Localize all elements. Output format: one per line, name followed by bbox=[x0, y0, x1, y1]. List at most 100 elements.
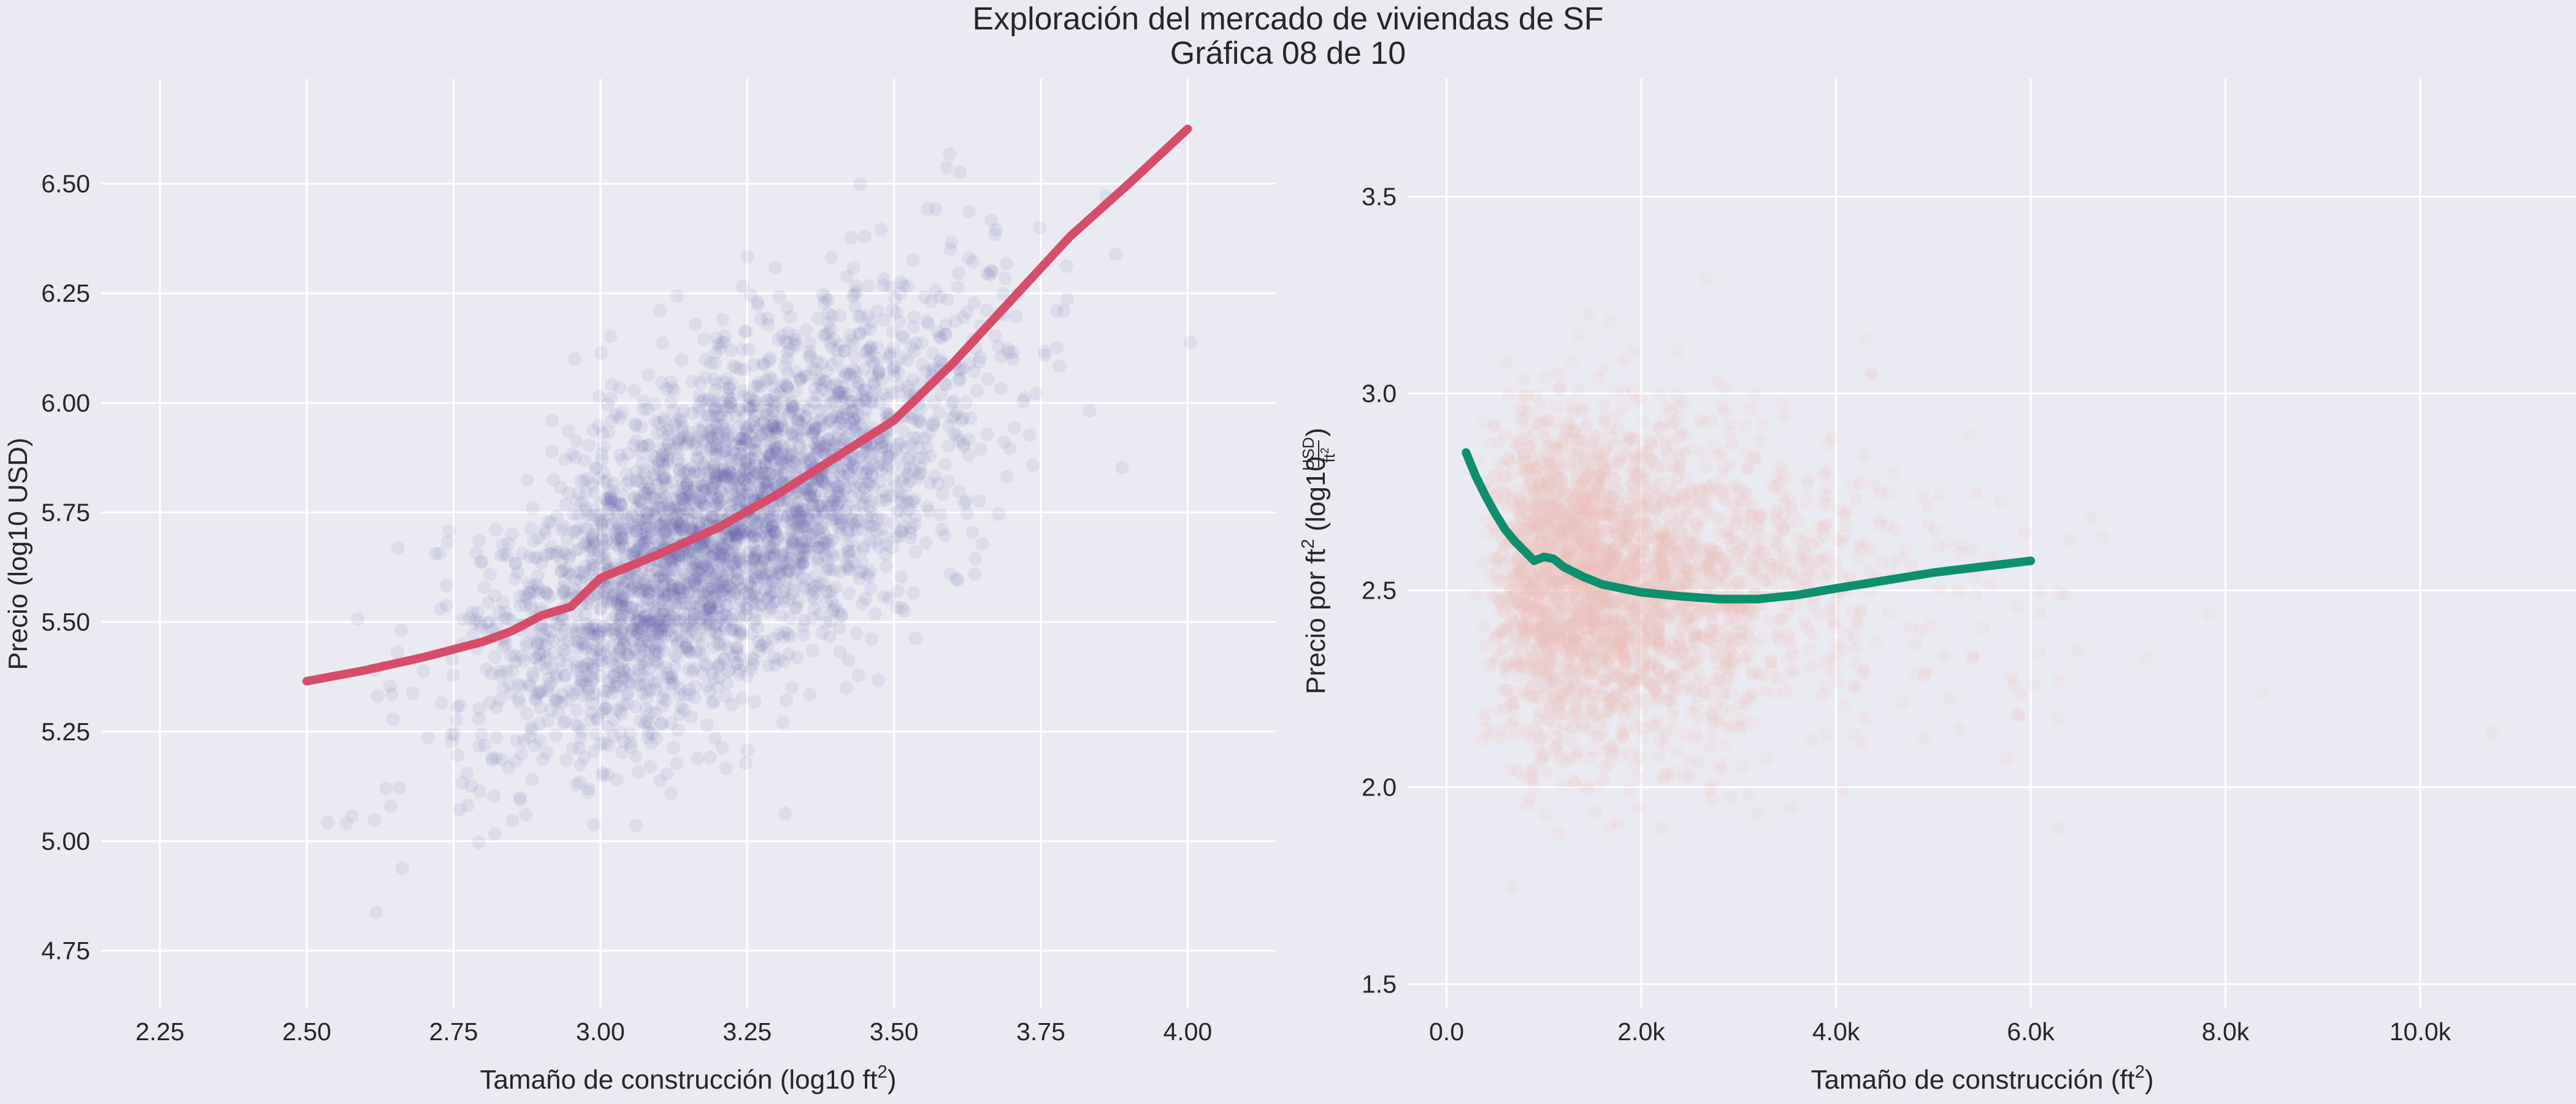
scatter-point bbox=[1723, 426, 1738, 440]
scatter-point bbox=[838, 344, 852, 358]
scatter-point bbox=[673, 615, 687, 629]
scatter-point bbox=[832, 490, 846, 504]
scatter-point bbox=[615, 707, 629, 721]
scatter-point bbox=[880, 489, 894, 504]
scatter-point bbox=[824, 251, 838, 265]
scatter-point bbox=[449, 713, 463, 727]
scatter-point bbox=[570, 683, 585, 697]
scatter-point bbox=[321, 815, 335, 829]
scatter-point bbox=[861, 279, 875, 293]
scatter-point bbox=[573, 775, 587, 789]
scatter-point bbox=[664, 516, 678, 530]
scatter-point bbox=[1951, 585, 1965, 599]
scatter-point bbox=[778, 625, 792, 639]
scatter-point bbox=[667, 741, 681, 754]
scatter-point bbox=[943, 567, 957, 581]
scatter-point bbox=[907, 310, 921, 324]
scatter-point bbox=[868, 534, 882, 548]
scatter-point bbox=[1484, 436, 1498, 450]
scatter-point bbox=[1963, 428, 1977, 442]
scatter-point bbox=[739, 324, 753, 338]
scatter-point bbox=[1982, 577, 1996, 591]
scatter-point bbox=[922, 426, 936, 440]
scatter-point bbox=[613, 411, 627, 425]
scatter-point bbox=[720, 529, 734, 543]
scatter-point bbox=[569, 573, 583, 587]
scatter-point bbox=[615, 609, 629, 623]
scatter-point bbox=[888, 291, 902, 305]
scatter-point bbox=[797, 543, 811, 558]
scatter-point bbox=[645, 727, 659, 741]
scatter-point bbox=[655, 453, 669, 467]
scatter-point bbox=[393, 781, 407, 795]
scatter-point bbox=[788, 601, 802, 615]
scatter-point bbox=[554, 523, 569, 537]
scatter-point bbox=[678, 498, 691, 512]
scatter-point bbox=[627, 579, 641, 593]
scatter-point bbox=[656, 691, 670, 705]
scatter-point bbox=[962, 251, 976, 265]
scatter-point bbox=[383, 679, 397, 693]
scatter-point bbox=[1552, 383, 1566, 396]
scatter-point bbox=[689, 500, 703, 515]
scatter-point bbox=[907, 463, 921, 477]
scatter-point bbox=[726, 494, 740, 508]
scatter-point bbox=[822, 562, 837, 577]
scatter-point bbox=[345, 809, 359, 823]
scatter-point bbox=[641, 615, 654, 629]
scatter-point bbox=[816, 287, 830, 301]
scatter-point bbox=[1018, 391, 1032, 404]
scatter-point bbox=[1885, 466, 1899, 480]
scatter-point bbox=[672, 586, 686, 600]
scatter-point bbox=[489, 730, 504, 745]
scatter-point bbox=[385, 687, 399, 701]
scatter-point bbox=[759, 475, 773, 489]
scatter-point bbox=[908, 631, 922, 645]
scatter-point bbox=[761, 312, 775, 326]
scatter-point bbox=[943, 242, 957, 256]
scatter-point bbox=[929, 202, 943, 217]
scatter-point bbox=[1584, 751, 1598, 765]
scatter-point bbox=[508, 557, 523, 571]
scatter-point bbox=[613, 381, 627, 395]
scatter-point bbox=[699, 609, 713, 623]
scatter-point bbox=[646, 594, 660, 608]
scatter-point bbox=[1588, 805, 1602, 819]
scatter-point bbox=[648, 605, 662, 619]
scatter-point bbox=[573, 758, 587, 772]
scatter-point bbox=[703, 356, 718, 370]
scatter-point bbox=[797, 580, 811, 594]
scatter-point bbox=[808, 592, 822, 607]
scatter-point bbox=[935, 523, 949, 537]
scatter-point bbox=[708, 404, 722, 418]
left-y-tick-label: 6.00 bbox=[41, 389, 90, 417]
scatter-point bbox=[877, 589, 891, 604]
scatter-point bbox=[746, 413, 761, 427]
scatter-point bbox=[539, 638, 553, 653]
scatter-point bbox=[648, 574, 662, 588]
scatter-point bbox=[691, 751, 705, 765]
scatter-point bbox=[725, 557, 739, 571]
scatter-point bbox=[648, 397, 662, 412]
scatter-point bbox=[1744, 402, 1758, 416]
scatter-point bbox=[641, 368, 655, 382]
scatter-point bbox=[826, 604, 839, 618]
scatter-point bbox=[907, 586, 921, 600]
scatter-point bbox=[903, 526, 918, 540]
scatter-point bbox=[662, 568, 677, 582]
scatter-point bbox=[772, 290, 786, 304]
scatter-point bbox=[1009, 309, 1023, 323]
scatter-point bbox=[673, 583, 688, 597]
scatter-point bbox=[962, 204, 976, 218]
scatter-point bbox=[610, 618, 624, 632]
scatter-point bbox=[567, 352, 581, 366]
scatter-point bbox=[1705, 413, 1719, 427]
scatter-point bbox=[832, 621, 846, 635]
scatter-point bbox=[489, 700, 504, 714]
scatter-point bbox=[819, 480, 834, 494]
scatter-point bbox=[648, 654, 662, 669]
scatter-point bbox=[592, 513, 607, 527]
scatter-point bbox=[543, 625, 558, 639]
scatter-point bbox=[848, 412, 862, 426]
scatter-point bbox=[549, 729, 563, 742]
